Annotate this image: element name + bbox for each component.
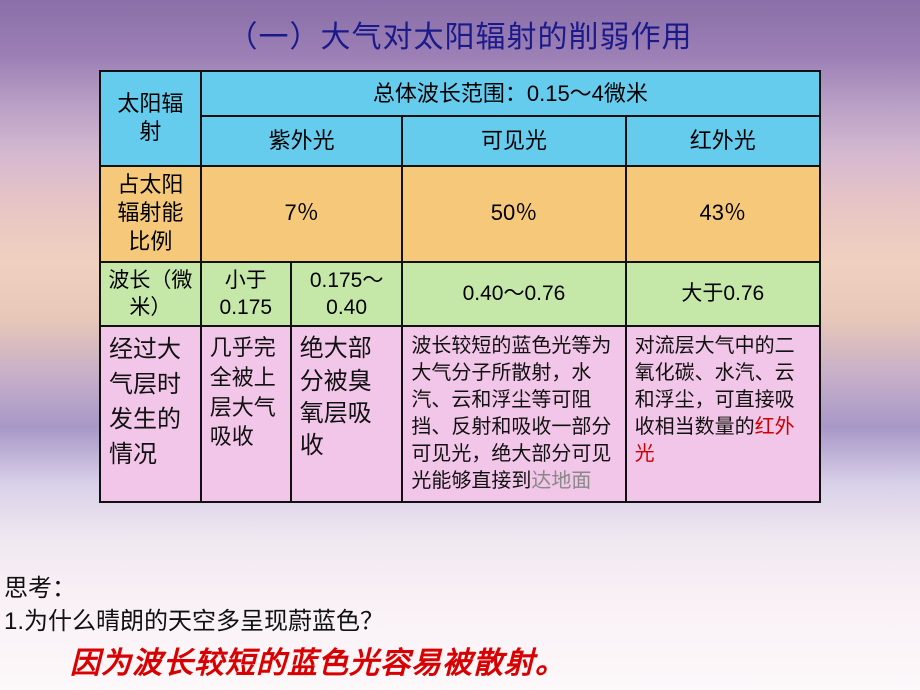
wave-uv1: 小于0.175 xyxy=(201,262,291,327)
table-header-row-2: 紫外光 可见光 红外光 xyxy=(100,116,820,166)
description-row: 经过大气层时发生的情况 几乎完全被上层大气吸收 绝大部分被臭氧层吸收 波长较短的… xyxy=(100,326,820,502)
table-header-row-1: 太阳辐射 总体波长范围：0.15～4微米 xyxy=(100,71,820,116)
solar-radiation-table: 太阳辐射 总体波长范围：0.15～4微米 紫外光 可见光 红外光 占太阳辐射能比… xyxy=(99,70,821,503)
solar-radiation-table-wrap: 太阳辐射 总体波长范围：0.15～4微米 紫外光 可见光 红外光 占太阳辐射能比… xyxy=(99,70,821,503)
desc-visible-tail: 达地面 xyxy=(531,470,591,492)
pct-row-label: 占太阳辐射能比例 xyxy=(100,166,201,262)
slide-title: （一）大气对太阳辐射的削弱作用 xyxy=(0,0,920,70)
desc-visible: 波长较短的蓝色光等为大气分子所散射，水汽、云和浮尘等可阻挡、反射和吸收一部分可见… xyxy=(402,326,625,502)
desc-ir: 对流层大气中的二氧化碳、水汽、云和浮尘，可直接吸收相当数量的红外光 xyxy=(626,326,820,502)
pct-ir: 43％ xyxy=(626,166,820,262)
subheader-visible: 可见光 xyxy=(402,116,625,166)
header-wavelength-range: 总体波长范围：0.15～4微米 xyxy=(201,71,820,116)
wave-ir: 大于0.76 xyxy=(626,262,820,327)
desc-uv1: 几乎完全被上层大气吸收 xyxy=(201,326,291,502)
desc-row-label: 经过大气层时发生的情况 xyxy=(100,326,201,502)
subheader-uv: 紫外光 xyxy=(201,116,403,166)
pct-uv: 7％ xyxy=(201,166,403,262)
think-block: 思考： 1.为什么晴朗的天空多呈现蔚蓝色？ xyxy=(4,573,384,638)
header-solar-radiation: 太阳辐射 xyxy=(100,71,201,166)
subheader-ir: 红外光 xyxy=(626,116,820,166)
answer-text: 因为波长较短的蓝色光容易被散射。 xyxy=(70,638,566,682)
wave-visible: 0.40～0.76 xyxy=(402,262,625,327)
desc-uv2: 绝大部分被臭氧层吸收 xyxy=(291,326,403,502)
percentage-row: 占太阳辐射能比例 7％ 50％ 43％ xyxy=(100,166,820,262)
think-label: 思考： xyxy=(4,575,76,602)
wave-uv2: 0.175～0.40 xyxy=(291,262,403,327)
wave-row-label: 波长（微米） xyxy=(100,262,201,327)
wavelength-row: 波长（微米） 小于0.175 0.175～0.40 0.40～0.76 大于0.… xyxy=(100,262,820,327)
pct-visible: 50％ xyxy=(402,166,625,262)
desc-visible-main: 波长较短的蓝色光等为大气分子所散射，水汽、云和浮尘等可阻挡、反射和吸收一部分可见… xyxy=(411,335,611,492)
think-question: 1.为什么晴朗的天空多呈现蔚蓝色？ xyxy=(4,608,384,635)
